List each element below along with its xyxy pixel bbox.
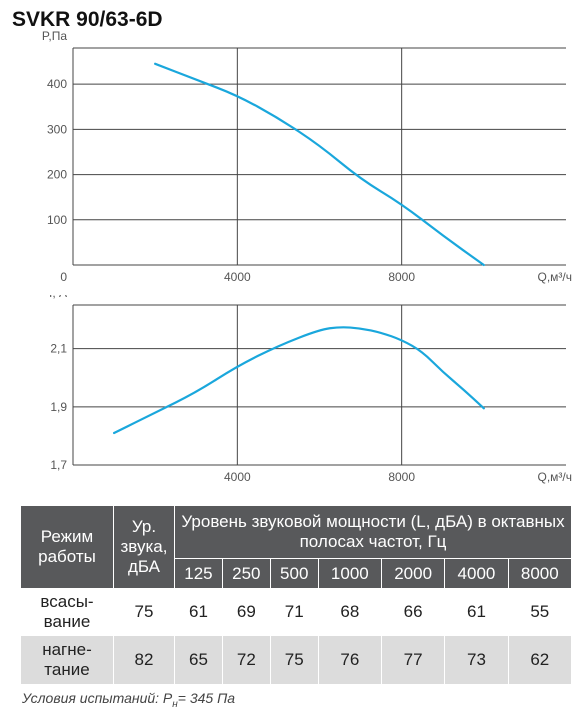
value-cell: 55 — [507, 588, 573, 636]
x-tick-label: 8000 — [388, 470, 415, 484]
y-tick-label: 1,7 — [50, 458, 67, 472]
y-tick-label: 2,1 — [50, 342, 67, 356]
mode-header: Режим работы — [20, 505, 114, 589]
value-cell: 66 — [380, 588, 446, 636]
value-cell: 75 — [269, 635, 319, 685]
power-header: Уровень звуковой мощности (L, дБА) в окт… — [174, 505, 572, 559]
value-cell: 71 — [269, 588, 319, 636]
level-cell: 75 — [113, 588, 175, 636]
sound-power-table: Режим работы Ур. звука, дБА Уровень звук… — [20, 505, 573, 685]
y-tick-label: 0 — [60, 270, 67, 284]
freq-header: 4000 — [444, 558, 509, 589]
power-header-text: Уровень звуковой мощности (L, дБА) в окт… — [181, 512, 565, 551]
current-chart: 4000 8000 1,7 1,9 2,1 I, А Q,м³/ч — [49, 295, 573, 484]
level-header-text: Ур. звука, дБА — [120, 517, 168, 576]
value-cell: 68 — [317, 588, 382, 636]
x-tick-label: 4000 — [224, 270, 251, 284]
freq-header: 250 — [221, 558, 271, 589]
mode-cell: нагне-тание — [20, 635, 114, 685]
table-row: нагне-тание 82 65 72 75 76 77 73 62 — [20, 635, 573, 685]
note-suffix: = 345 Па — [177, 690, 236, 706]
value-cell: 61 — [174, 588, 223, 636]
note-subscript: н — [172, 698, 178, 710]
y-tick-label: 400 — [47, 77, 67, 91]
y-axis-label: I, А — [49, 295, 67, 300]
x-axis-label: Q,м³/ч — [538, 270, 573, 284]
mode-cell: всасы-вание — [20, 588, 114, 636]
value-cell: 73 — [444, 635, 509, 685]
x-tick-label: 4000 — [224, 470, 251, 484]
value-cell: 69 — [221, 588, 271, 636]
value-cell: 62 — [507, 635, 573, 685]
y-tick-label: 300 — [47, 122, 67, 136]
note-prefix: Условия испытаний: P — [22, 690, 173, 706]
level-header: Ур. звука, дБА — [113, 505, 175, 589]
y-tick-label: 100 — [47, 213, 67, 227]
test-conditions-note: Условия испытаний: Pн= 345 Па — [22, 690, 235, 710]
series-line — [154, 62, 485, 267]
y-tick-label: 1,9 — [50, 400, 67, 414]
page-title: SVKR 90/63-6D — [12, 8, 163, 31]
value-cell: 61 — [444, 588, 509, 636]
freq-header: 8000 — [507, 558, 573, 589]
x-tick-label: 8000 — [388, 270, 415, 284]
y-tick-label: 200 — [47, 168, 67, 182]
level-cell: 82 — [113, 635, 175, 685]
x-axis-label: Q,м³/ч — [538, 470, 573, 484]
value-cell: 72 — [221, 635, 271, 685]
freq-header: 2000 — [380, 558, 446, 589]
freq-header: 125 — [174, 558, 223, 589]
value-cell: 77 — [380, 635, 446, 685]
value-cell: 76 — [317, 635, 382, 685]
pressure-chart: 4000 8000 0 100 200 300 400 P,Па Q,м³/ч — [42, 29, 573, 284]
freq-header: 1000 — [317, 558, 382, 589]
value-cell: 65 — [174, 635, 223, 685]
series-line — [112, 326, 485, 435]
freq-header: 500 — [269, 558, 319, 589]
mode-header-text: Режим работы — [38, 527, 96, 566]
table-row: всасы-вание 75 61 69 71 68 66 61 55 — [20, 588, 573, 636]
y-axis-label: P,Па — [42, 29, 67, 43]
